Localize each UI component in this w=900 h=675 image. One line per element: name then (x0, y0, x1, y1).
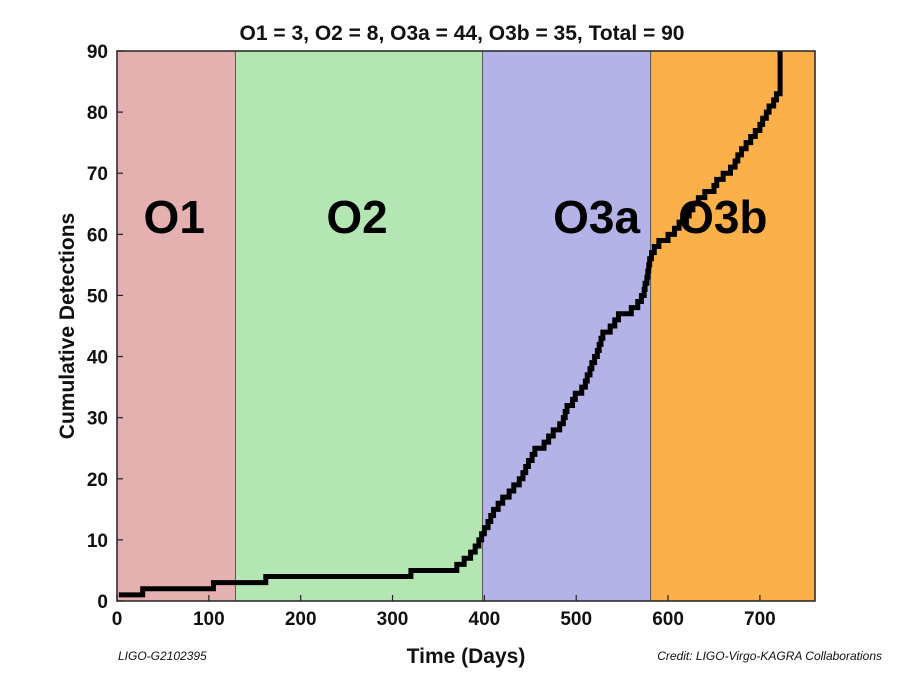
y-axis-label: Cumulative Detections (56, 213, 79, 439)
y-tick-label: 80 (87, 103, 108, 124)
region-o3b (650, 51, 815, 601)
y-tick-label: 10 (87, 531, 108, 552)
plot-frame (116, 50, 816, 602)
y-tick-label: 50 (87, 286, 108, 307)
footnote-left: LIGO-G2102395 (118, 649, 207, 663)
y-axis-ticks: 0 10 20 30 40 50 60 70 80 90 (87, 42, 123, 613)
x-tick-label: 700 (744, 609, 776, 630)
region-o1 (117, 51, 236, 601)
x-tick-label: 100 (193, 609, 225, 630)
y-tick-label: 60 (87, 225, 108, 246)
cumulative-detections-series (118, 51, 783, 598)
region-label-o2: O2 (326, 191, 387, 243)
x-tick-label: 200 (285, 609, 317, 630)
y-tick-label: 40 (87, 348, 108, 369)
y-tick-label: 90 (87, 42, 108, 63)
footnote-right: Credit: LIGO-Virgo-KAGRA Collaborations (657, 649, 882, 663)
x-tick-label: 400 (469, 609, 501, 630)
x-tick-label: 0 (112, 609, 123, 630)
x-axis-ticks: 0 100 200 300 400 500 600 700 (112, 595, 776, 630)
chart-title: O1 = 3, O2 = 8, O3a = 44, O3b = 35, Tota… (240, 22, 685, 45)
y-tick-label: 70 (87, 164, 108, 185)
y-tick-label: 20 (87, 470, 108, 491)
region-label-o1: O1 (144, 191, 205, 243)
x-axis-label: Time (Days) (407, 645, 526, 668)
region-label-o3b: O3b (678, 191, 767, 243)
x-tick-label: 500 (560, 609, 592, 630)
cumulative-step-line (118, 51, 783, 598)
y-tick-label: 0 (97, 592, 108, 613)
x-tick-label: 300 (377, 609, 409, 630)
region-o2 (235, 51, 483, 601)
region-o3a (482, 51, 651, 601)
region-label-o3a: O3a (553, 191, 640, 243)
observing-run-regions (117, 51, 815, 601)
observing-run-labels: O1 O2 O3a O3b (144, 191, 768, 243)
x-tick-label: 600 (652, 609, 684, 630)
y-tick-label: 30 (87, 409, 108, 430)
